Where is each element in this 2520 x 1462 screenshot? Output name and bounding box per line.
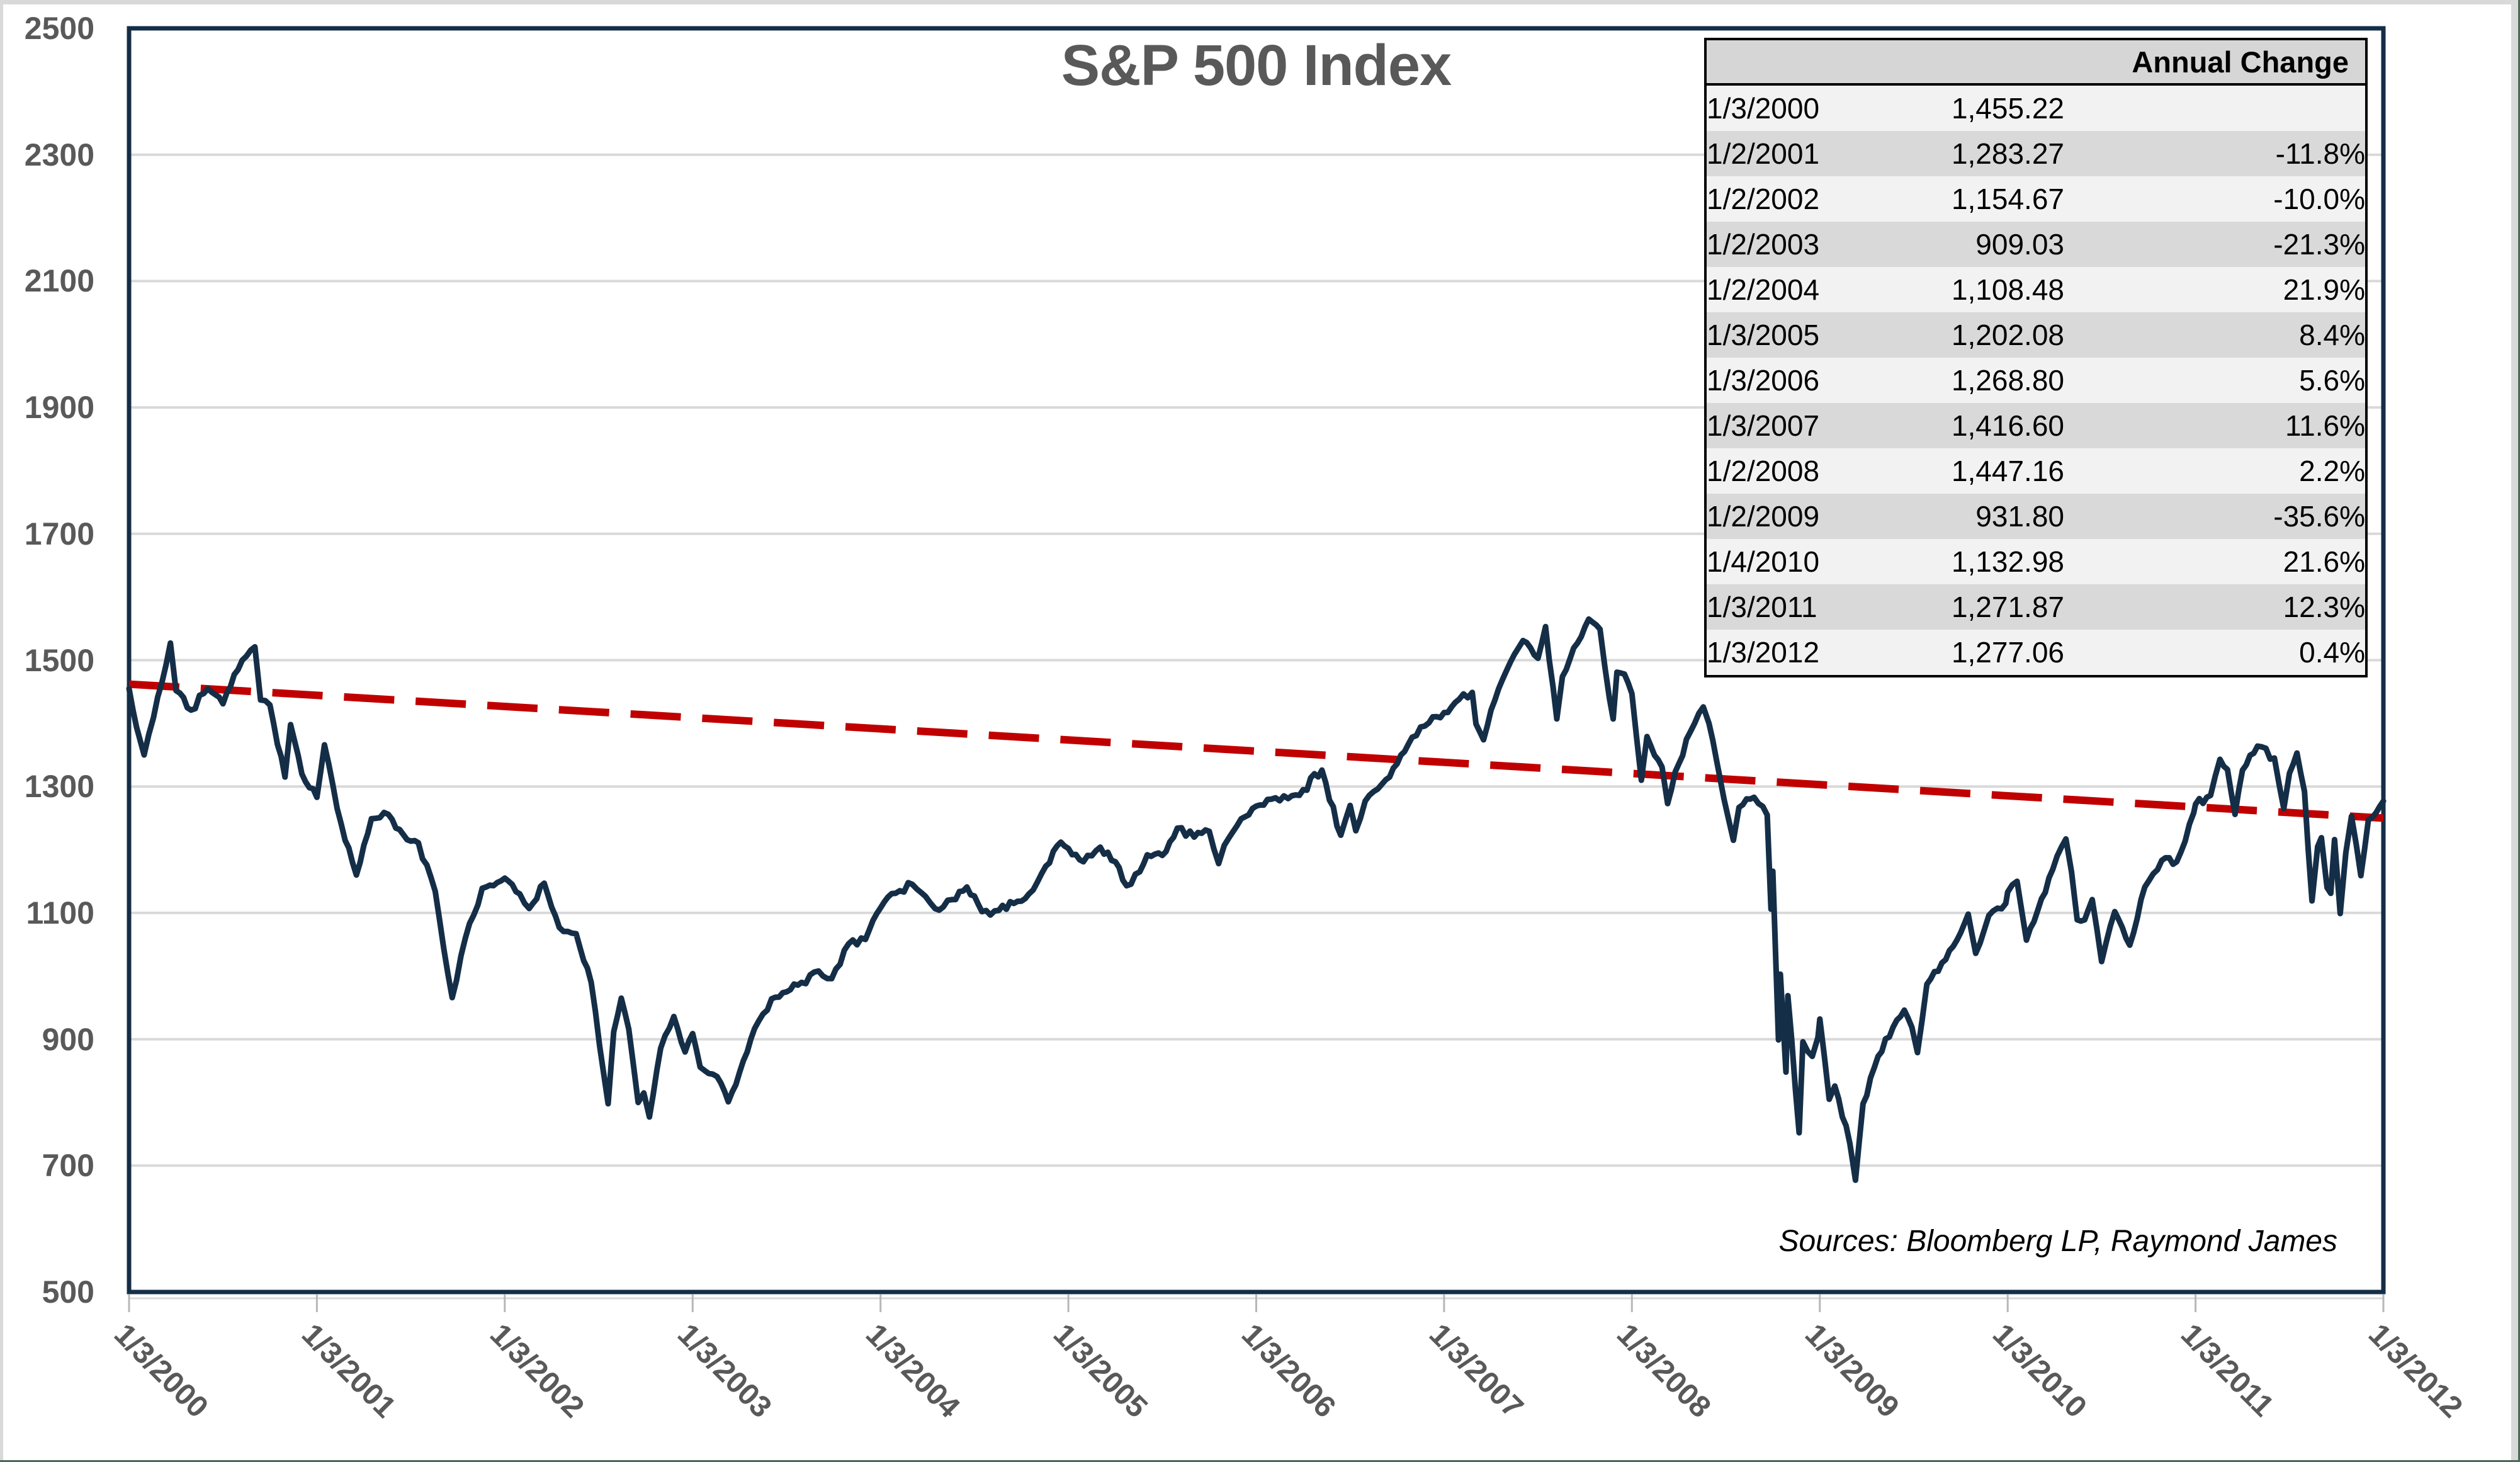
page-edge-right: [2511, 0, 2520, 1462]
table-cell-date: 1/3/2011: [1707, 591, 1817, 623]
table-cell-change: 2.2%: [2299, 455, 2366, 487]
table-cell-value: 1,202.08: [1951, 319, 2064, 351]
page-edge-top: [0, 0, 2520, 4]
y-axis-label: 1900: [24, 390, 94, 425]
table-cell-date: 1/3/2000: [1707, 92, 1820, 125]
table-cell-value: 1,108.48: [1951, 273, 2064, 306]
table-cell-value: 1,277.06: [1951, 636, 2064, 669]
table-cell-change: 12.3%: [2283, 591, 2366, 623]
table-cell-value: 931.80: [1975, 500, 2064, 533]
table-row: 1/2/2002 1,154.67 -10.0%: [1705, 176, 2367, 222]
table-cell-value: 1,416.60: [1951, 409, 2064, 442]
y-axis-label: 1700: [24, 516, 94, 552]
table-cell-value: 1,132.98: [1951, 545, 2064, 578]
gridlines: [129, 153, 2383, 1167]
x-axis-ticks: [128, 1295, 2385, 1312]
plot-border: [127, 26, 2386, 1295]
y-axis-label: 2300: [24, 137, 94, 173]
table-header-row: Annual Change: [1704, 38, 2368, 86]
table-cell-change: 0.4%: [2299, 636, 2366, 669]
table-cell-change: 11.6%: [2285, 409, 2366, 442]
sources-note: Sources: Bloomberg LP, Raymond James: [1778, 1225, 2337, 1258]
table-cell-date: 1/2/2008: [1707, 455, 1820, 487]
table-cell-date: 1/2/2009: [1707, 500, 1820, 533]
table-cell-change: 8.4%: [2299, 319, 2366, 351]
table-cell-value: 1,455.22: [1951, 92, 2064, 125]
table-cell-date: 1/3/2012: [1707, 636, 1820, 669]
y-axis-label: 700: [42, 1148, 94, 1183]
table-cell-change: -10.0%: [2273, 183, 2366, 215]
table-cell-date: 1/4/2010: [1707, 545, 1820, 578]
table-cell-value: 1,271.87: [1951, 591, 2064, 623]
y-axis-label: 2100: [24, 263, 94, 298]
table-cell-change: -11.8%: [2275, 137, 2366, 170]
table-cell-date: 1/3/2007: [1707, 409, 1820, 442]
table-cell-change: -21.3%: [2273, 228, 2366, 261]
y-axis-label: 500: [42, 1274, 94, 1310]
annual-change-table: Annual Change 1/3/2000 1,455.22 1/2/2001 1,…: [1704, 38, 2368, 677]
y-axis-label: 1500: [24, 643, 94, 678]
table-cell-date: 1/3/2006: [1707, 364, 1820, 397]
table-cell-value: 1,447.16: [1951, 455, 2064, 487]
table-row: 1/3/2005 1,202.08 8.4%: [1705, 312, 2367, 358]
table-row: 1/3/2007 1,416.60 11.6%: [1705, 403, 2367, 448]
table-cell-change: 21.6%: [2283, 545, 2366, 578]
table-cell-date: 1/2/2004: [1707, 273, 1820, 306]
table-row: 1/3/2000 1,455.22: [1705, 84, 2367, 131]
y-axis-label: 900: [42, 1022, 94, 1057]
page-edge-left: [0, 0, 3, 1462]
y-axis-label: 2500: [24, 11, 94, 46]
table-cell-value: 1,154.67: [1951, 183, 2064, 215]
chart-title: S&P 500 Index: [1061, 33, 1452, 98]
table-row: 1/3/2011 1,271.87 12.3%: [1705, 584, 2367, 630]
table-cell-value: 1,268.80: [1951, 364, 2064, 397]
y-axis-label: 1300: [24, 769, 94, 804]
table-cell-change: 5.6%: [2299, 364, 2366, 397]
table-cell-date: 1/2/2002: [1707, 183, 1820, 215]
table-row: 1/3/2012 1,277.06 0.4%: [1705, 630, 2367, 676]
table-cell-change: [2064, 84, 2366, 131]
table-row: 1/2/2004 1,108.48 21.9%: [1705, 267, 2367, 312]
table-cell-date: 1/3/2005: [1707, 319, 1820, 351]
sp500-price-line: [126, 616, 2387, 1183]
table-cell-value: 909.03: [1975, 228, 2064, 261]
table-row: 1/4/2010 1,132.98 21.6%: [1705, 539, 2367, 584]
table-cell-change: 21.9%: [2283, 273, 2366, 306]
table-row: 1/3/2006 1,268.80 5.6%: [1705, 358, 2367, 403]
annual-change-header: Annual Change: [1704, 38, 2368, 86]
table-row: 1/2/2003 909.03 -21.3%: [1705, 222, 2367, 267]
trend-line: [128, 680, 2384, 822]
table-cell-date: 1/2/2001: [1707, 137, 1820, 170]
table-cell-date: 1/2/2003: [1707, 228, 1820, 261]
table-row: 1/2/2008 1,447.16 2.2%: [1705, 448, 2367, 494]
table-row: 1/2/2009 931.80 -35.6%: [1705, 494, 2367, 539]
page-edge-green-bottom: [0, 1460, 2520, 1462]
y-axis-label: 1100: [26, 895, 94, 931]
table-row: 1/2/2001 1,283.27 -11.8%: [1705, 131, 2367, 176]
page-edge-green-right: [2518, 0, 2520, 1462]
table-cell-value: 1,283.27: [1951, 137, 2064, 170]
table-cell-change: -35.6%: [2273, 500, 2366, 533]
